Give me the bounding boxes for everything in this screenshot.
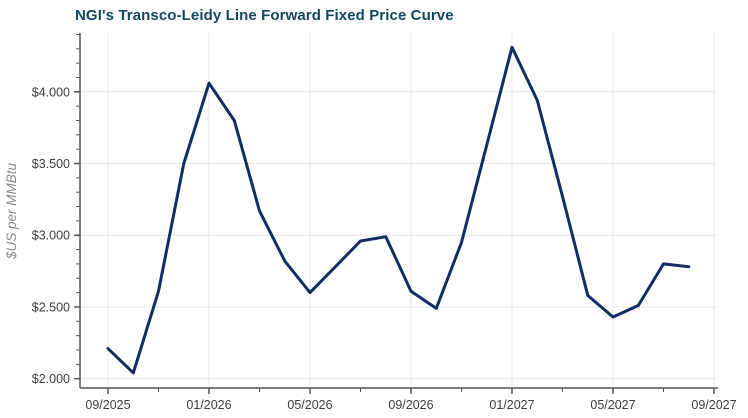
chart-title: NGI's Transco-Leidy Line Forward Fixed P… (75, 7, 454, 24)
y-tick-label: $2.500 (32, 300, 70, 314)
grid-layer (80, 33, 716, 388)
y-tick-label: $2.000 (32, 372, 70, 386)
price-curve-line (106, 45, 691, 375)
y-tick-label: $3.500 (32, 157, 70, 171)
price-line-layer (106, 45, 691, 375)
tick-label-layer: $2.000 $2.500 $3.000 $3.500 $4.000 09/2025 01/… (32, 85, 737, 412)
axis-layer (74, 33, 718, 394)
y-axis-title: $US per MMBtu (4, 162, 19, 260)
x-tick-label: 05/2026 (287, 398, 332, 412)
x-tick-label: 05/2027 (590, 398, 635, 412)
y-tick-label: $4.000 (32, 85, 70, 99)
x-tick-label: 09/2027 (691, 398, 736, 412)
x-tick-label: 09/2025 (85, 398, 130, 412)
y-tick-label: $3.000 (32, 229, 70, 243)
x-tick-label: 01/2027 (489, 398, 534, 412)
x-tick-label: 01/2026 (186, 398, 231, 412)
x-tick-label: 09/2026 (388, 398, 433, 412)
